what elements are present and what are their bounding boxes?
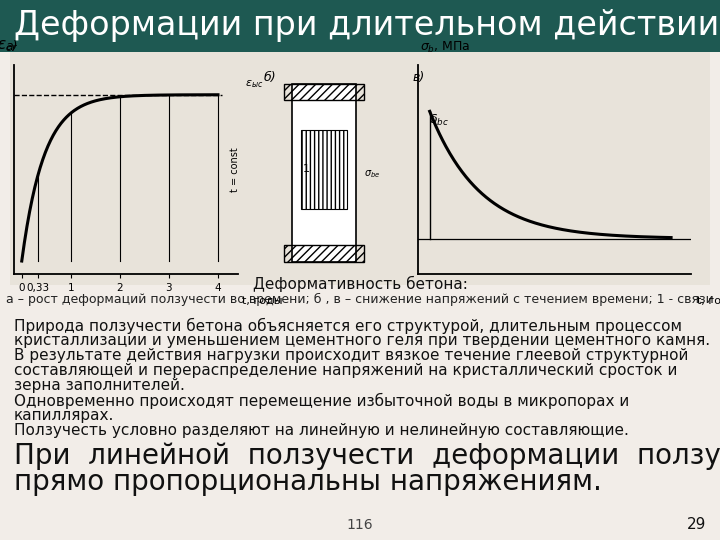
Text: 1: 1 xyxy=(302,164,310,174)
Text: в): в) xyxy=(412,71,424,84)
Text: а): а) xyxy=(6,39,18,53)
Text: $\sigma_b$, МПа: $\sigma_b$, МПа xyxy=(420,39,471,55)
Text: $\varepsilon_{ыс}$: $\varepsilon_{ыс}$ xyxy=(245,78,263,90)
Text: $\varepsilon_{cr}$: $\varepsilon_{cr}$ xyxy=(0,39,18,55)
Text: Деформации при длительном действии нагрузки: Деформации при длительном действии нагру… xyxy=(14,10,720,43)
Text: составляющей и перераспределение напряжений на кристаллический сросток и: составляющей и перераспределение напряже… xyxy=(14,363,678,378)
Text: 29: 29 xyxy=(687,517,706,532)
Text: а – рост деформаций ползучести во времени; б , в – снижение напряжений с течение: а – рост деформаций ползучести во времен… xyxy=(6,293,714,306)
Text: капиллярах.: капиллярах. xyxy=(14,408,114,423)
Text: t, годы: t, годы xyxy=(242,295,282,305)
Text: $\delta_{bc}$: $\delta_{bc}$ xyxy=(428,112,449,127)
Bar xyxy=(10,52,710,285)
Text: б): б) xyxy=(264,71,276,84)
Bar xyxy=(284,245,364,262)
Text: t, годы: t, годы xyxy=(697,295,720,305)
Text: Одновременно происходят перемещение избыточной воды в микропорах и: Одновременно происходят перемещение избы… xyxy=(14,393,629,409)
Text: Ползучесть условно разделяют на линейную и нелинейную составляющие.: Ползучесть условно разделяют на линейную… xyxy=(14,423,629,438)
Bar xyxy=(0,0,720,52)
Text: прямо пропорциональны напряжениям.: прямо пропорциональны напряжениям. xyxy=(14,468,602,496)
Text: При  линейной  ползучести  деформации  ползучести: При линейной ползучести деформации ползу… xyxy=(14,442,720,470)
Text: Деформативность бетона:: Деформативность бетона: xyxy=(253,276,467,292)
Text: Природа ползучести бетона объясняется его структурой, длительным процессом: Природа ползучести бетона объясняется ег… xyxy=(14,318,682,334)
Text: $\sigma_{be}$: $\sigma_{be}$ xyxy=(364,168,381,180)
Text: кристаллизации и уменьшением цементного геля при твердении цементного камня.: кристаллизации и уменьшением цементного … xyxy=(14,333,710,348)
Text: В результате действия нагрузки происходит вязкое течение глеевой структурной: В результате действия нагрузки происходи… xyxy=(14,348,688,363)
Text: t = const: t = const xyxy=(230,147,240,192)
Bar xyxy=(284,84,364,100)
Bar xyxy=(301,130,347,210)
Text: 116: 116 xyxy=(347,518,373,532)
Text: зерна заполнителей.: зерна заполнителей. xyxy=(14,378,185,393)
Bar xyxy=(292,84,356,262)
